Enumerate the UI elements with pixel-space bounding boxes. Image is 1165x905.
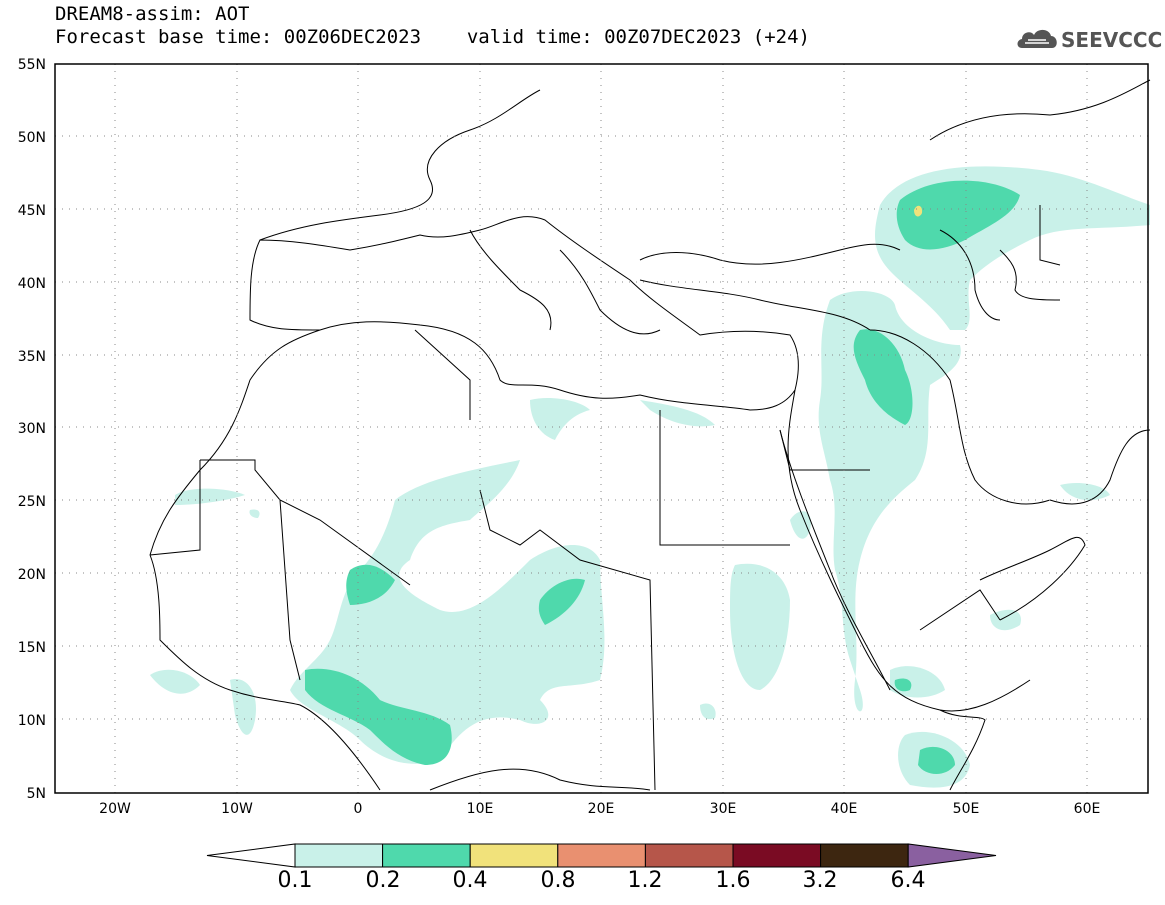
colorbar-swatch bbox=[557, 843, 646, 868]
lat-tick-label: 55N bbox=[18, 57, 46, 73]
lon-tick-label: 20E bbox=[588, 801, 615, 817]
colorbar-level-label: 6.4 bbox=[890, 868, 926, 893]
lat-tick-label: 10N bbox=[18, 713, 46, 729]
lat-tick-label: 40N bbox=[18, 276, 46, 292]
lon-tick-label: 60E bbox=[1074, 801, 1101, 817]
forecast-time-line: Forecast base time: 00Z06DEC2023 valid t… bbox=[55, 26, 810, 48]
valid-time-label: valid time: 00Z07DEC2023 (+24) bbox=[466, 26, 810, 48]
colorbar-swatch bbox=[294, 843, 384, 868]
lon-tick-label: 50E bbox=[953, 801, 980, 817]
base-time-label: Forecast base time: 00Z06DEC2023 bbox=[55, 26, 422, 48]
cloud-icon bbox=[1017, 29, 1057, 48]
lon-tick-label: 0 bbox=[354, 801, 363, 817]
lat-tick-label: 20N bbox=[18, 567, 46, 583]
colorbar-level-label: 0.1 bbox=[277, 868, 313, 893]
colorbar-level-label: 0.2 bbox=[365, 868, 401, 893]
lon-tick-label: 30E bbox=[710, 801, 737, 817]
aot-shading bbox=[150, 166, 1150, 788]
lon-tick-label: 40E bbox=[831, 801, 858, 817]
colorbar-swatch bbox=[820, 843, 909, 868]
lat-tick-label: 25N bbox=[18, 494, 46, 510]
lon-tick-label: 10E bbox=[467, 801, 494, 817]
logo-text: SEEVCCC bbox=[1061, 28, 1163, 52]
lat-axis: 5N 10N 15N 20N 25N 30N 35N 40N 45N 50N 5… bbox=[18, 57, 46, 802]
colorbar-level-label: 1.6 bbox=[715, 868, 751, 893]
lat-tick-label: 50N bbox=[18, 130, 46, 146]
colorbar-arrow-high bbox=[907, 843, 997, 868]
colorbar-swatch bbox=[732, 843, 822, 868]
lon-tick-label: 10W bbox=[221, 801, 253, 817]
colorbar-level-label: 1.2 bbox=[627, 868, 663, 893]
colorbar-level-label: 3.2 bbox=[802, 868, 838, 893]
lat-tick-label: 30N bbox=[18, 421, 46, 437]
colorbar-level-label: 0.4 bbox=[452, 868, 488, 893]
colorbar-swatch bbox=[382, 843, 471, 868]
lat-tick-label: 45N bbox=[18, 203, 46, 219]
colorbar-swatch bbox=[644, 843, 734, 868]
colorbar-arrow-low bbox=[206, 843, 296, 868]
lon-tick-label: 20W bbox=[99, 801, 131, 817]
lat-tick-label: 15N bbox=[18, 640, 46, 656]
lat-tick-label: 35N bbox=[18, 349, 46, 365]
colorbar bbox=[206, 843, 997, 868]
chart-title: DREAM8-assim: AOT bbox=[55, 3, 250, 25]
coastlines bbox=[149, 79, 1151, 791]
lat-tick-label: 5N bbox=[27, 786, 46, 802]
grid-lines bbox=[55, 64, 1148, 793]
map-frame bbox=[54, 63, 1149, 794]
colorbar-level-label: 0.8 bbox=[540, 868, 576, 893]
colorbar-swatch bbox=[469, 843, 559, 868]
lon-axis: 20W 10W 0 10E 20E 30E 40E 50E 60E bbox=[99, 801, 1100, 817]
